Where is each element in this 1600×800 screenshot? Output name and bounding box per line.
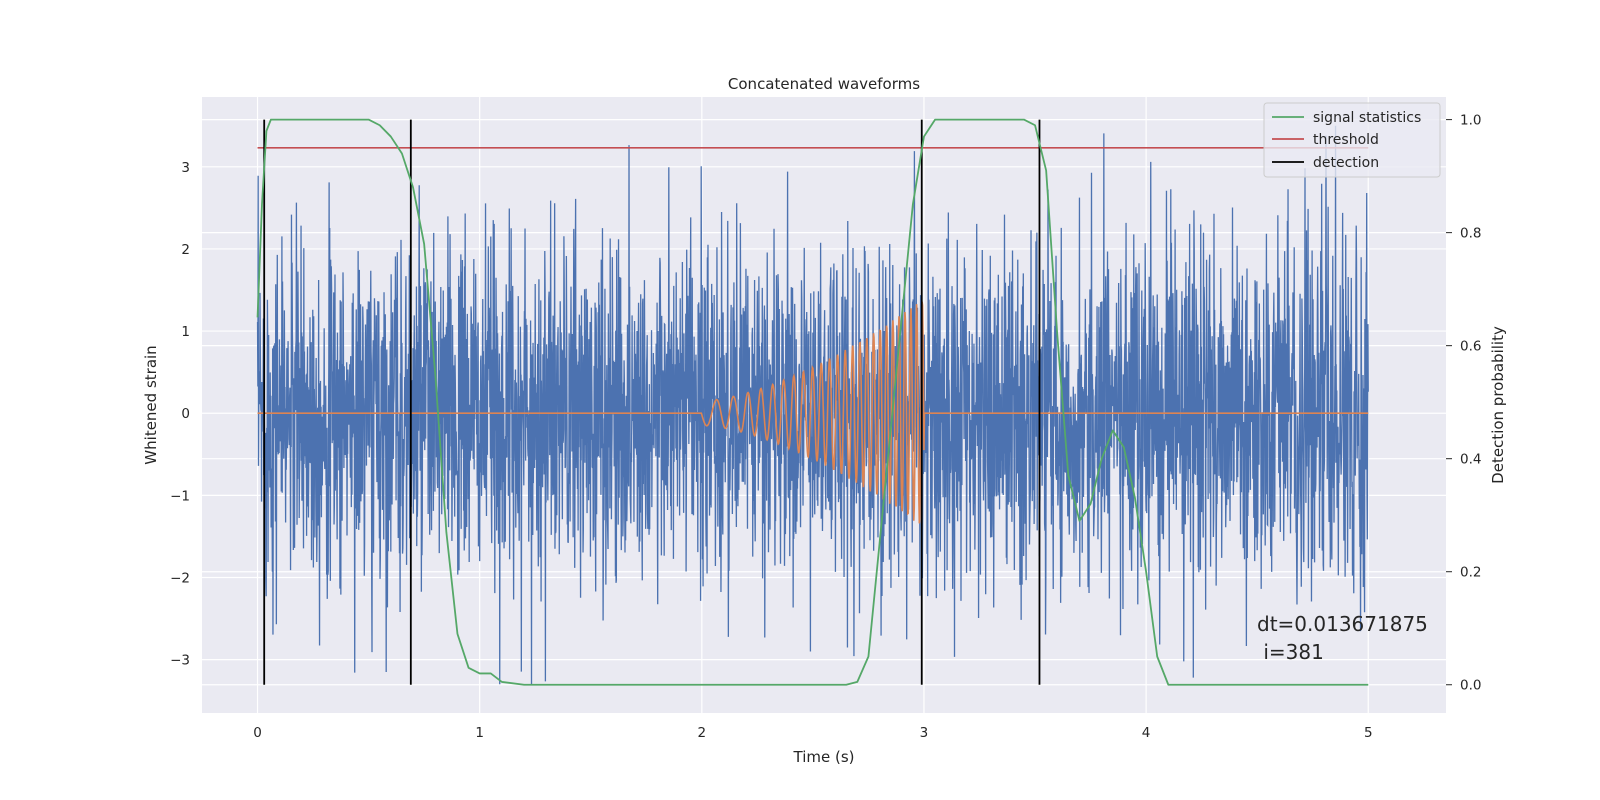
x-tick-label: 5 [1364,725,1373,741]
noisy-strain-line [256,125,1369,685]
x-tick-label: 2 [698,725,707,741]
legend: signal statistics threshold detection [1263,102,1441,178]
annotation-dt: dt=0.013671875 [1257,612,1428,636]
y-tick-label: 2 [181,242,190,258]
y-tick-label: 3 [181,160,190,176]
y-tick-label: 0 [181,406,190,422]
legend-label-signal-statistics: signal statistics [1313,110,1421,126]
y-tick-label: −3 [170,653,190,669]
y-tick-label: −1 [170,488,190,504]
axis-ticks: 0 1 2 3 4 5 −3 −2 −1 0 1 2 3 0.0 0.2 0.4 0.6 0.8 1.0 [170,113,1481,741]
x-tick-label: 0 [253,725,262,741]
y-tick-label: 1 [181,324,190,340]
legend-label-threshold: threshold [1313,132,1379,148]
noisy-strain-series [256,125,1369,685]
x-axis-label: Time (s) [793,748,855,766]
annotation-index: i=381 [1257,640,1324,664]
signal-statistics-line [256,118,1369,686]
injected-chirp-line [257,301,1369,524]
x-tick-label: 4 [1142,725,1151,741]
x-tick-label: 3 [920,725,929,741]
signal-statistics-series [256,118,1369,686]
detection-lines [263,119,1041,685]
right-y-tick-label: 0.0 [1460,678,1481,694]
right-y-tick-label: 0.6 [1460,339,1481,355]
y-axis-label: Whitened strain [142,345,160,464]
right-y-tick-label: 0.4 [1460,452,1481,468]
x-tick-label: 1 [475,725,484,741]
legend-label-detection: detection [1313,155,1379,171]
right-y-axis-label: Detection probability [1489,326,1507,484]
injected-chirp-series [257,301,1369,524]
right-y-tick-label: 0.2 [1460,565,1481,581]
legend-box [1263,102,1441,178]
y-tick-label: −2 [170,570,190,586]
right-y-tick-label: 0.8 [1460,226,1481,242]
chart-title: Concatenated waveforms [728,75,920,93]
right-y-tick-label: 1.0 [1460,113,1481,129]
